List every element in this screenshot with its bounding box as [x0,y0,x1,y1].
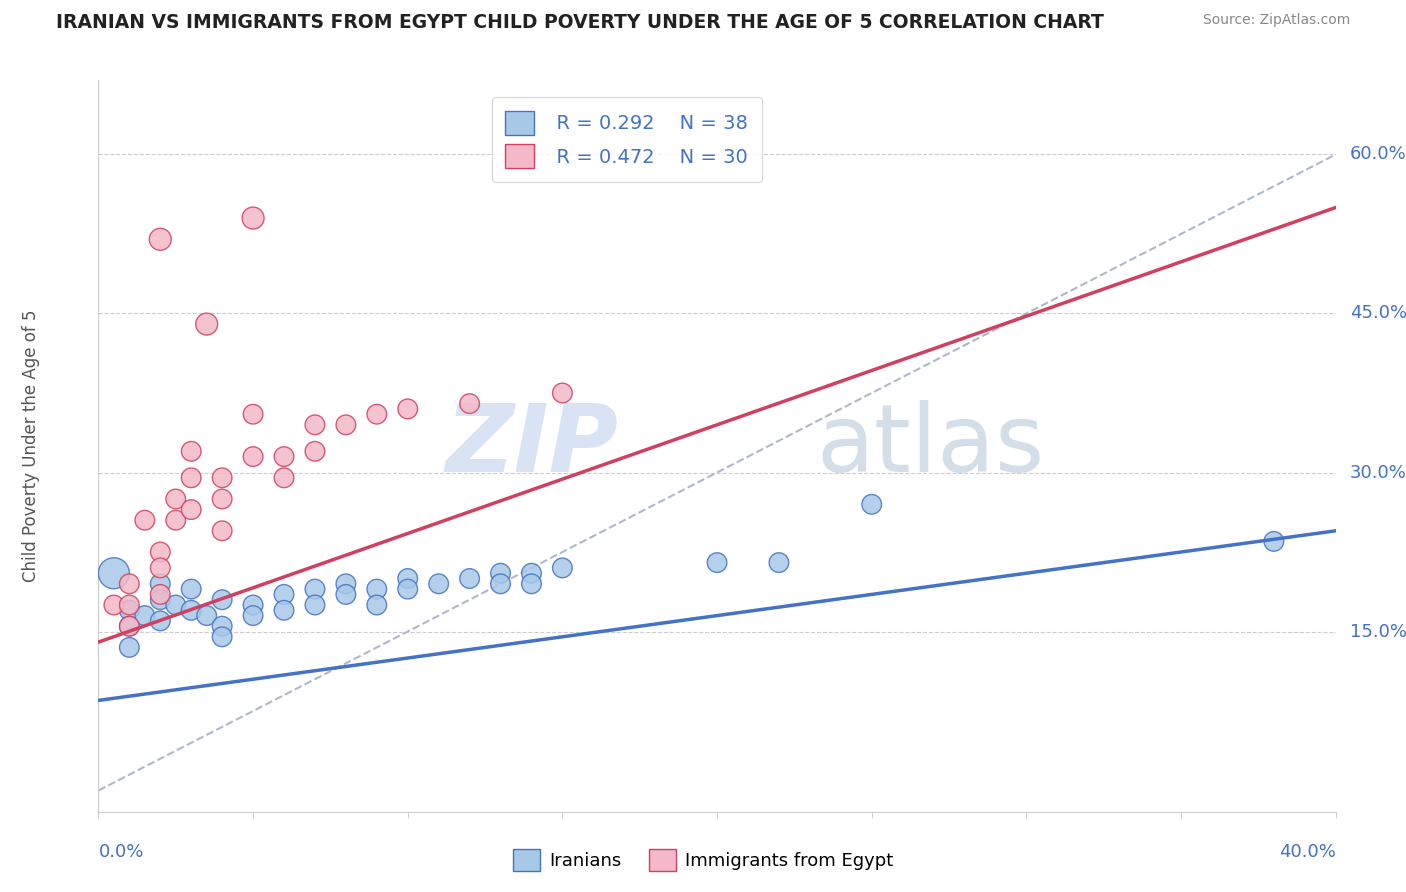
Point [134,513,156,527]
Text: 15.0%: 15.0% [1350,623,1406,640]
Point [103,566,125,581]
Point [242,450,264,464]
Point [211,592,233,607]
Text: 45.0%: 45.0% [1350,304,1406,323]
Point [180,471,202,485]
Text: 0.0%: 0.0% [98,843,143,861]
Point [860,497,883,511]
Point [489,566,512,581]
Point [149,576,172,591]
Point [273,450,295,464]
Point [195,317,218,331]
Point [366,582,388,596]
Point [118,619,141,633]
Text: Source: ZipAtlas.com: Source: ZipAtlas.com [1202,13,1350,28]
Point [366,407,388,421]
Point [366,598,388,612]
Point [396,572,419,586]
Point [180,502,202,516]
Point [211,630,233,644]
Point [180,582,202,596]
Point [304,582,326,596]
Text: ZIP: ZIP [446,400,619,492]
Point [396,401,419,416]
Point [165,491,187,506]
Point [180,444,202,458]
Point [149,592,172,607]
Point [118,603,141,617]
Text: Child Poverty Under the Age of 5: Child Poverty Under the Age of 5 [22,310,39,582]
Point [706,556,728,570]
Point [211,491,233,506]
Point [149,587,172,601]
Point [273,603,295,617]
Point [149,614,172,628]
Point [273,587,295,601]
Point [396,582,419,596]
Point [149,545,172,559]
Point [242,608,264,623]
Point [304,444,326,458]
Text: atlas: atlas [815,400,1045,492]
Legend:   R = 0.292    N = 38,   R = 0.472    N = 30: R = 0.292 N = 38, R = 0.472 N = 30 [492,97,762,182]
Point [103,598,125,612]
Point [520,566,543,581]
Point [273,471,295,485]
Legend: Iranians, Immigrants from Egypt: Iranians, Immigrants from Egypt [506,842,900,879]
Text: 30.0%: 30.0% [1350,464,1406,482]
Point [427,576,450,591]
Point [551,561,574,575]
Point [551,386,574,401]
Point [211,619,233,633]
Point [149,232,172,246]
Point [195,608,218,623]
Point [134,608,156,623]
Text: 60.0%: 60.0% [1350,145,1406,163]
Point [520,576,543,591]
Text: 40.0%: 40.0% [1279,843,1336,861]
Point [211,471,233,485]
Point [335,576,357,591]
Point [180,603,202,617]
Point [118,619,141,633]
Point [304,417,326,432]
Point [242,211,264,225]
Point [335,417,357,432]
Point [118,598,141,612]
Point [458,396,481,410]
Point [335,587,357,601]
Point [165,598,187,612]
Point [118,640,141,655]
Point [149,561,172,575]
Point [211,524,233,538]
Text: IRANIAN VS IMMIGRANTS FROM EGYPT CHILD POVERTY UNDER THE AGE OF 5 CORRELATION CH: IRANIAN VS IMMIGRANTS FROM EGYPT CHILD P… [56,13,1104,32]
Point [458,572,481,586]
Point [242,407,264,421]
Point [165,513,187,527]
Point [304,598,326,612]
Point [489,576,512,591]
Point [768,556,790,570]
Point [1263,534,1285,549]
Point [242,598,264,612]
Point [118,576,141,591]
